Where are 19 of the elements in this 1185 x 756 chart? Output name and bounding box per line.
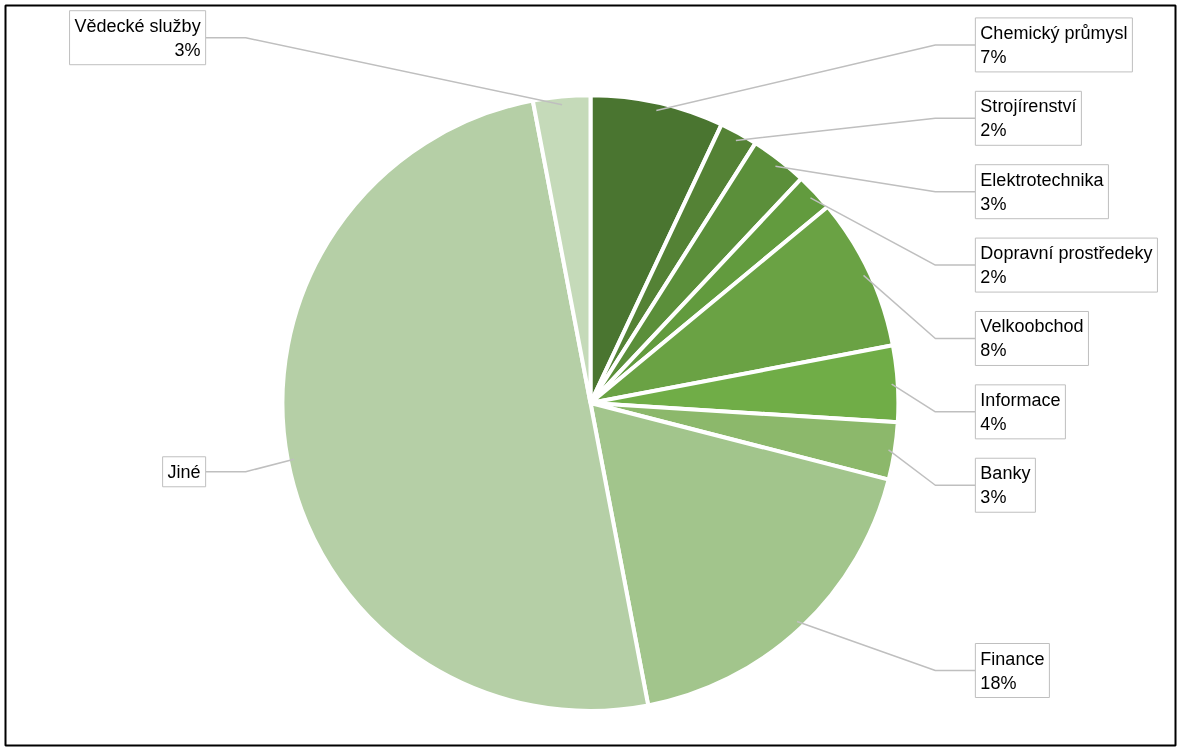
slice-label: Jiné <box>167 461 201 482</box>
data-label: 2% <box>980 267 1007 288</box>
data-label: 18% <box>980 672 1017 693</box>
slice-label: Chemický průmysl <box>980 22 1128 43</box>
slice-label: Informace <box>980 389 1061 410</box>
slice-label: Finance <box>980 648 1045 669</box>
data-label: 3% <box>980 487 1007 508</box>
slice-label: Banky <box>980 463 1031 484</box>
data-label: 8% <box>980 340 1007 361</box>
data-label: 2% <box>980 120 1007 141</box>
data-label: 4% <box>980 413 1007 434</box>
slice-label: Elektrotechnika <box>980 169 1105 190</box>
data-label: 3% <box>980 193 1007 214</box>
data-label: 7% <box>980 46 1007 67</box>
data-label: 3% <box>174 39 201 60</box>
slice-label: Strojírenství <box>980 96 1077 117</box>
slice-label: Vědecké služby <box>74 15 201 36</box>
slice-label: Velkoobchod <box>980 316 1084 337</box>
slice-label: Dopravní prostředeky <box>980 243 1153 264</box>
